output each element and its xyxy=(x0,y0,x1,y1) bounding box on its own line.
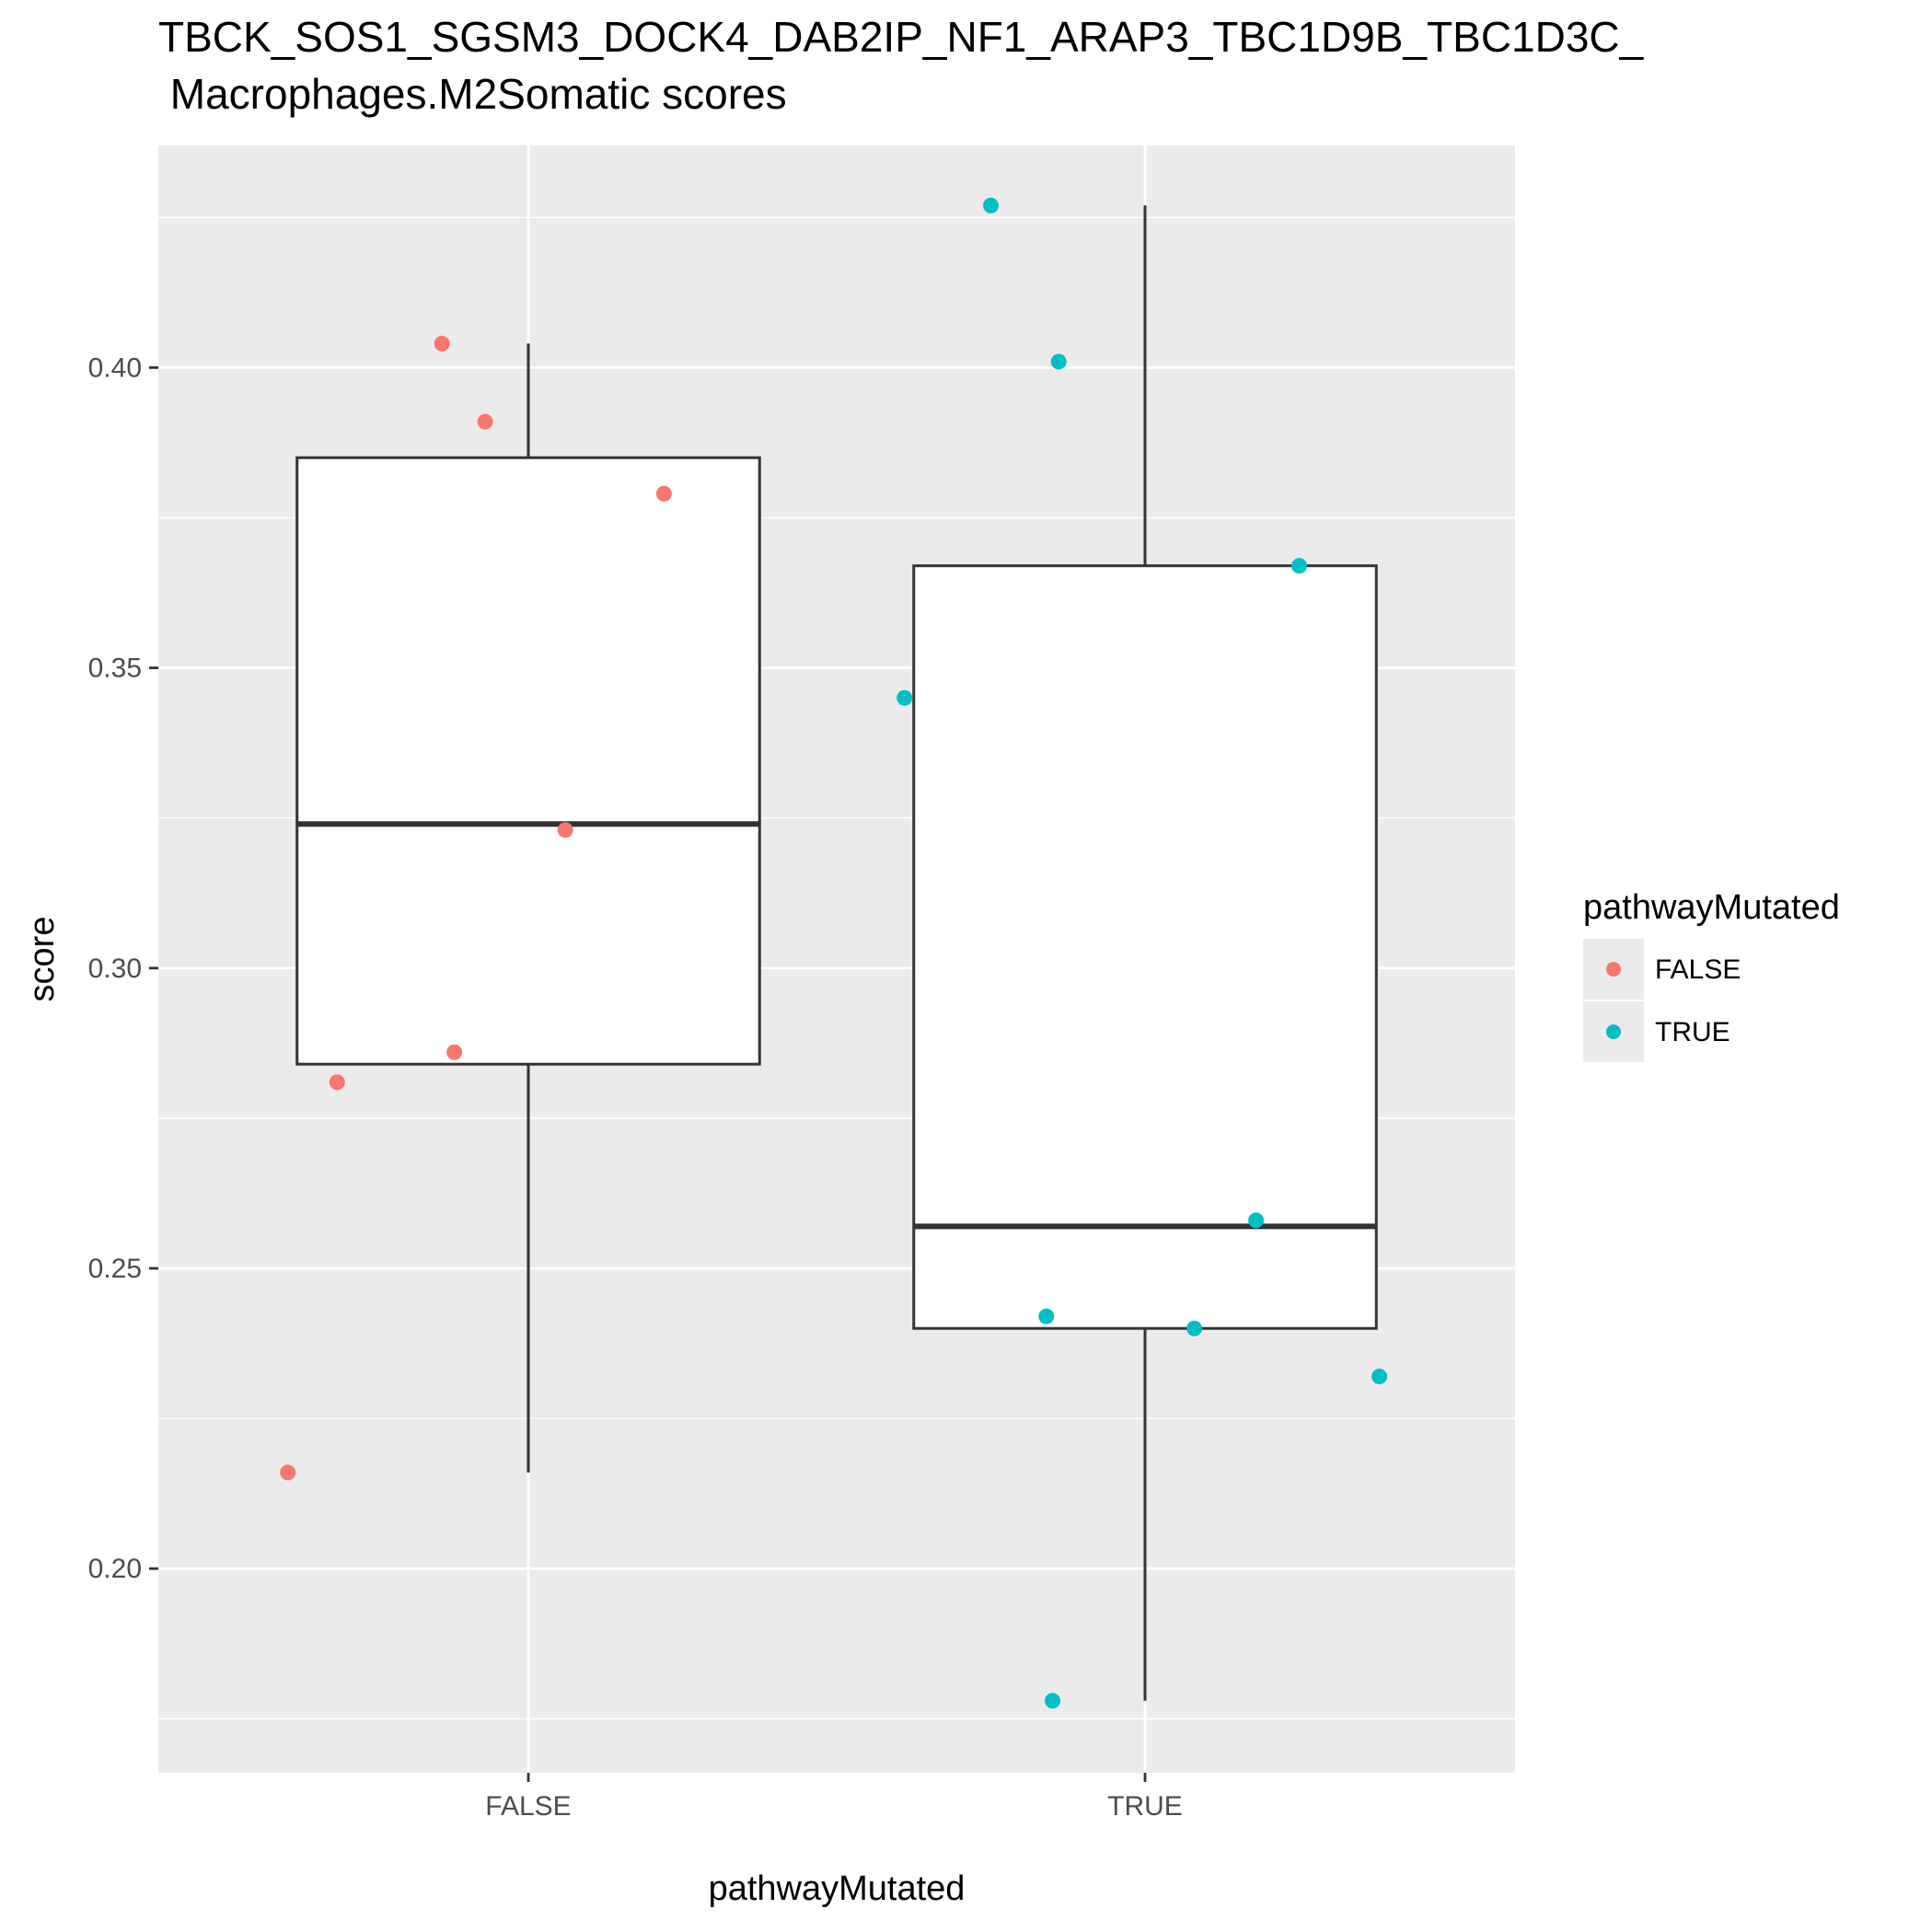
legend-swatch-true xyxy=(1606,1024,1621,1039)
y-axis-title: score xyxy=(23,917,62,1002)
data-point-false xyxy=(434,335,450,352)
legend: pathwayMutated FALSE TRUE xyxy=(1583,888,1840,1062)
data-point-true xyxy=(897,689,913,706)
data-point-true xyxy=(1045,1693,1060,1709)
data-point-true xyxy=(1186,1320,1203,1336)
chart-subtitle: Macrophages.M2Somatic scores xyxy=(158,70,787,118)
data-point-true xyxy=(1050,353,1067,370)
data-point-false xyxy=(329,1074,345,1091)
x-tick-label: TRUE xyxy=(1107,1791,1183,1822)
boxplots xyxy=(295,205,1378,1701)
legend-label-false: FALSE xyxy=(1655,954,1741,985)
y-tick-label: 0.40 xyxy=(88,353,142,383)
data-point-false xyxy=(557,822,573,839)
data-point-true xyxy=(983,197,999,214)
data-point-true xyxy=(1038,1308,1055,1325)
y-tick-label: 0.35 xyxy=(88,654,142,684)
y-tick-label: 0.25 xyxy=(88,1254,142,1284)
y-tick-label: 0.20 xyxy=(88,1554,142,1584)
box-true xyxy=(912,564,1378,1330)
data-point-false xyxy=(655,485,672,502)
legend-title: pathwayMutated xyxy=(1583,888,1840,927)
y-tick-label: 0.30 xyxy=(88,954,142,984)
chart-title: TBCK_SOS1_SGSM3_DOCK4_DAB2IP_NF1_ARAP3_T… xyxy=(158,13,1645,61)
legend-swatch-false xyxy=(1606,962,1621,977)
data-point-false xyxy=(477,413,493,430)
axes: 0.20 0.25 0.30 0.35 0.40 FALSE TRUE xyxy=(88,353,1183,1822)
legend-label-true: TRUE xyxy=(1655,1017,1730,1047)
data-point-true xyxy=(1248,1212,1265,1229)
data-points xyxy=(280,197,1388,1709)
x-tick-label: FALSE xyxy=(485,1791,571,1822)
box-false xyxy=(295,456,761,1066)
data-point-false xyxy=(446,1044,463,1060)
data-point-false xyxy=(280,1464,296,1481)
data-point-true xyxy=(1371,1368,1388,1384)
data-point-true xyxy=(1291,558,1307,574)
x-axis-title: pathwayMutated xyxy=(709,1869,966,1908)
